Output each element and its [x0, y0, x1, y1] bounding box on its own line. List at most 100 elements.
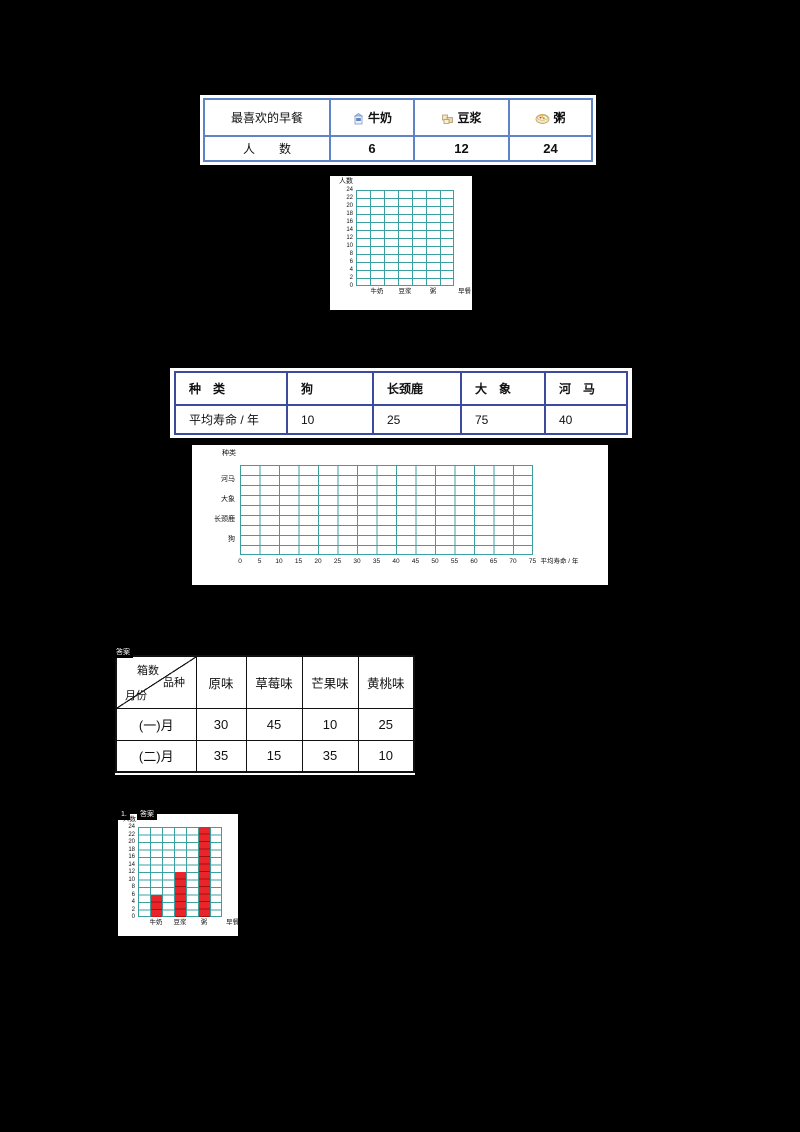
breakfast-table-panel: 最喜欢的早餐 牛奶 豆浆 粥 人 数 6 12 24: [200, 95, 596, 165]
x-tick-label: 5: [257, 558, 262, 565]
x-tick-label: 20: [314, 558, 322, 565]
y-axis-label: 种类: [222, 450, 236, 457]
y-tick-label: 2: [349, 275, 353, 281]
species-dog: 狗: [286, 371, 374, 406]
question-number-tag: 1.: [118, 810, 130, 820]
breakfast-blank-chart-panel: 人数 24 22 20 18 16 14 12 10 8 6 4 2 0 牛奶 豆浆粥早餐: [330, 176, 472, 310]
chart-grid: [240, 465, 533, 555]
month1-strawberry: 45: [245, 707, 303, 741]
lifespan-table-panel: 种 类 狗 长颈鹿 大 象 河 马 平均寿命 / 年 10 25 75 40: [170, 368, 632, 438]
lifespan-dog: 10: [286, 404, 374, 435]
x-category-label: 牛奶: [149, 919, 163, 926]
month1-peach: 25: [357, 707, 415, 741]
species-header-cell: 种 类: [174, 371, 288, 406]
breakfast-col-soymilk: 豆浆: [413, 98, 510, 137]
flavor-table: 箱数 品种 月份 原味 草莓味 芒果味 黄桃味 (一)月 30 45 10 25: [115, 655, 415, 773]
y-tick-label: 0: [131, 914, 135, 920]
soymilk-icon: [441, 112, 454, 125]
x-axis-label: 平均寿命 / 年: [540, 558, 579, 565]
corner-variety-label: 品种: [163, 677, 185, 689]
x-tick-label: 60: [470, 558, 478, 565]
flavor-table-panel: 箱数 品种 月份 原味 草莓味 芒果味 黄桃味 (一)月 30 45 10 25: [115, 655, 415, 775]
species-hippo: 河 马: [544, 371, 628, 406]
bar-1: [174, 872, 186, 917]
x-category-label: 粥: [200, 919, 208, 926]
month1-label: (一)月: [115, 707, 197, 741]
y-tick-label: 16: [128, 854, 135, 860]
corner-month-label: 月份: [125, 689, 147, 702]
lifespan-row-label: 平均寿命 / 年: [174, 404, 288, 435]
breakfast-blank-chart: 人数 24 22 20 18 16 14 12 10 8 6 4 2 0 牛奶 豆浆粥早餐: [330, 176, 472, 310]
month2-mango: 35: [301, 739, 359, 773]
x-tick-label: 55: [450, 558, 459, 565]
breakfast-table-title: 最喜欢的早餐: [203, 98, 331, 137]
y-tick-label: 6: [131, 891, 135, 898]
milk-count: 6: [329, 135, 415, 162]
x-category-label: 豆浆: [173, 919, 187, 926]
porridge-icon: [535, 112, 550, 125]
y-tick-label: 12: [346, 235, 353, 241]
flavor-col-peach: 黄桃味: [357, 655, 415, 709]
y-tick-label: 4: [349, 267, 353, 273]
y-tick-label: 10: [346, 243, 353, 249]
y-tick-label: 20: [128, 839, 135, 845]
flavor-col-strawberry: 草莓味: [245, 655, 303, 709]
y-axis-label: 人数: [339, 178, 353, 185]
corner-boxes-label: 箱数: [137, 665, 159, 677]
x-tick-label: 35: [372, 558, 381, 565]
y-tick-label: 12: [128, 869, 135, 875]
x-category-label: 豆浆: [398, 288, 412, 295]
y-tick-label: 22: [346, 195, 353, 201]
x-tick-label: 45: [411, 558, 420, 565]
lifespan-hippo: 40: [544, 404, 628, 435]
species-giraffe: 长颈鹿: [372, 371, 462, 406]
y-category-label: 狗: [228, 536, 235, 543]
milk-icon: [352, 112, 365, 125]
y-tick-label: 8: [349, 251, 353, 257]
month2-strawberry: 15: [245, 739, 303, 773]
lifespan-blank-chart-panel: 种类 河马 大象 长颈鹿狗 0 5 10 15 20 25 30 35 40 45 50 55 60 65 70 7…: [192, 445, 608, 585]
x-tick-label: 0: [238, 558, 242, 565]
x-tick-label: 50: [431, 558, 439, 565]
x-axis-label: 早餐: [458, 288, 471, 295]
x-category-label: 粥: [429, 288, 437, 295]
x-tick-label: 25: [333, 558, 342, 565]
diagonal-header-cell: 箱数 品种 月份: [115, 655, 197, 709]
x-tick-label: 10: [275, 558, 283, 565]
porridge-count: 24: [508, 135, 593, 162]
flavor-col-mango: 芒果味: [301, 655, 359, 709]
y-category-label: 大象: [221, 496, 235, 503]
y-category-label: 河马: [221, 476, 235, 483]
y-tick-label: 4: [131, 899, 135, 905]
answer-tag: 答案: [113, 648, 133, 658]
species-elephant: 大 象: [460, 371, 546, 406]
y-tick-label: 16: [346, 219, 353, 225]
y-tick-label: 18: [128, 846, 135, 853]
answer-tag: 答案: [137, 810, 157, 820]
y-tick-label: 0: [349, 283, 353, 289]
bar-2: [198, 827, 210, 917]
y-tick-label: 24: [128, 824, 135, 830]
x-category-label: 牛奶: [370, 288, 384, 295]
x-axis-label: 早餐: [226, 919, 239, 926]
soymilk-count: 12: [413, 135, 510, 162]
lifespan-elephant: 75: [460, 404, 546, 435]
y-tick-label: 20: [346, 203, 353, 209]
y-tick-label: 6: [349, 259, 353, 265]
lifespan-blank-chart: 种类 河马 大象 长颈鹿狗 0 5 10 15 20 25 30 35 40 45 50 55 60 65 70 7…: [192, 445, 608, 585]
y-tick-label: 24: [346, 187, 353, 193]
people-count-row-label: 人 数: [203, 135, 331, 162]
breakfast-table: 最喜欢的早餐 牛奶 豆浆 粥 人 数 6 12 24: [203, 98, 593, 162]
x-tick-label: 15: [294, 558, 303, 565]
breakfast-col-milk: 牛奶: [329, 98, 415, 137]
month1-mango: 10: [301, 707, 359, 741]
x-tick-label: 70: [509, 558, 517, 565]
y-category-label: 长颈鹿: [214, 516, 235, 523]
month2-label: (二)月: [115, 739, 197, 773]
bar-0: [150, 894, 162, 917]
y-tick-label: 14: [346, 227, 353, 233]
month1-original: 30: [195, 707, 247, 741]
x-tick-label: 40: [392, 558, 400, 565]
